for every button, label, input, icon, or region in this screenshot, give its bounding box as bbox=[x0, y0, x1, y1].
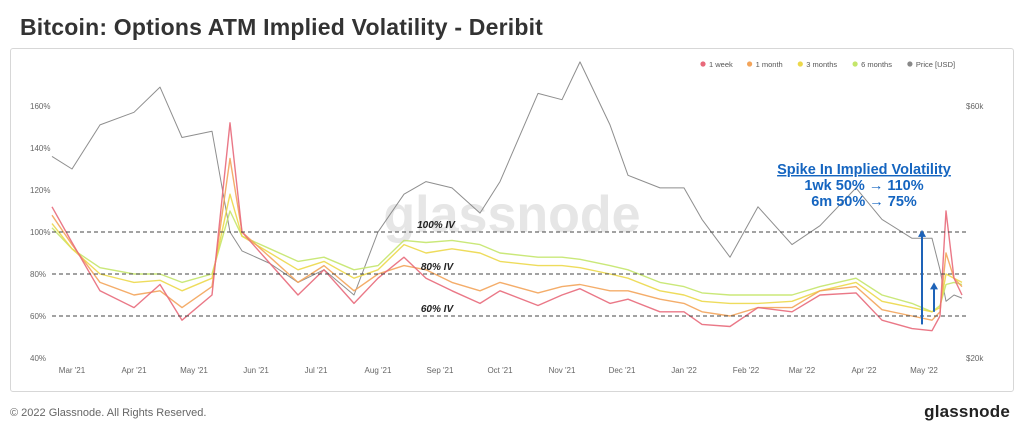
y-tick-label: 80% bbox=[30, 270, 46, 279]
y-right-tick-label: $60k bbox=[966, 102, 984, 111]
y-axis-labels: 160% 140% 120% 100% 80% 60% 40% $60k $20k bbox=[30, 102, 984, 363]
x-tick-label: Apr '22 bbox=[851, 366, 877, 375]
x-tick-label: Jul '21 bbox=[305, 366, 328, 375]
annotation-title: Spike In Implied Volatility bbox=[777, 162, 951, 178]
page-title: Bitcoin: Options ATM Implied Volatility … bbox=[20, 14, 544, 40]
x-tick-label: Aug '21 bbox=[365, 366, 392, 375]
legend-marker bbox=[700, 61, 706, 67]
series-layer bbox=[51, 61, 963, 332]
y-tick-label: 60% bbox=[30, 312, 46, 321]
legend-label: 1 week bbox=[709, 60, 733, 69]
x-tick-label: Sep '21 bbox=[427, 366, 454, 375]
x-tick-label: Apr '21 bbox=[121, 366, 147, 375]
copyright: © 2022 Glassnode. All Rights Reserved. bbox=[10, 407, 207, 419]
x-tick-label: Oct '21 bbox=[487, 366, 513, 375]
x-tick-label: Dec '21 bbox=[609, 366, 636, 375]
x-axis-labels: Mar '21 Apr '21 May '21 Jun '21 Jul '21 Aug '… bbox=[59, 366, 939, 375]
x-tick-label: Mar '21 bbox=[59, 366, 86, 375]
reference-label: 80% IV bbox=[421, 262, 455, 273]
series-line bbox=[51, 122, 963, 332]
arrow-1wk-head bbox=[918, 229, 926, 237]
legend-marker bbox=[907, 61, 913, 67]
x-tick-label: Jun '21 bbox=[243, 366, 269, 375]
x-tick-label: May '21 bbox=[180, 366, 208, 375]
arrow-6m-head bbox=[930, 282, 938, 290]
y-tick-label: 140% bbox=[30, 144, 50, 153]
y-tick-label: 120% bbox=[30, 186, 50, 195]
y-tick-label: 100% bbox=[30, 228, 50, 237]
y-tick-label: 160% bbox=[30, 102, 50, 111]
x-tick-label: Nov '21 bbox=[549, 366, 576, 375]
legend-label: 6 months bbox=[861, 60, 892, 69]
series-line bbox=[51, 61, 963, 302]
legend-label: Price [USD] bbox=[916, 60, 955, 69]
y-right-tick-label: $20k bbox=[966, 354, 984, 363]
annotation-1wk: 1wk 50% → 110% bbox=[804, 178, 923, 194]
reference-label: 60% IV bbox=[421, 304, 455, 315]
series-line bbox=[51, 193, 963, 313]
legend-marker bbox=[797, 61, 803, 67]
legend-marker bbox=[747, 61, 753, 67]
chart-frame bbox=[10, 48, 1014, 392]
legend-label: 1 month bbox=[756, 60, 783, 69]
y-tick-label: 40% bbox=[30, 354, 46, 363]
brand-logo: glassnode bbox=[924, 402, 1010, 421]
legend-marker bbox=[852, 61, 858, 67]
x-tick-label: Mar '22 bbox=[789, 366, 816, 375]
reference-labels: 100% IV 80% IV 60% IV bbox=[52, 220, 968, 317]
legend: 1 week 1 month 3 months 6 months Price [USD] bbox=[700, 60, 955, 69]
x-tick-label: Feb '22 bbox=[733, 366, 760, 375]
watermark: glassnode bbox=[383, 186, 640, 244]
legend-label: 3 months bbox=[806, 60, 837, 69]
spike-arrows bbox=[918, 229, 938, 325]
annotation-6m: 6m 50% → 75% bbox=[811, 194, 917, 210]
x-tick-label: May '22 bbox=[910, 366, 938, 375]
x-tick-label: Jan '22 bbox=[671, 366, 697, 375]
annotation: Spike In Implied Volatility 1wk 50% → 11… bbox=[777, 162, 951, 210]
reference-label: 100% IV bbox=[417, 220, 456, 231]
